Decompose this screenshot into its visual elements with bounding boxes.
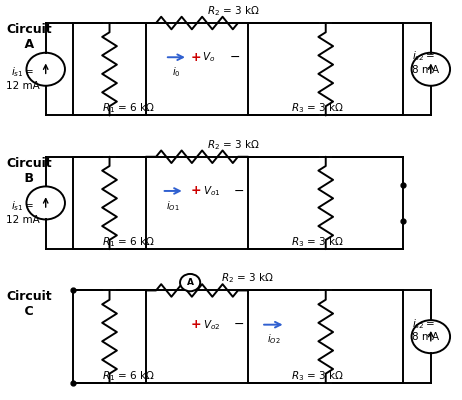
Text: Circuit
    B: Circuit B — [7, 157, 52, 185]
Text: $R_2$ = 3 k$\Omega$: $R_2$ = 3 k$\Omega$ — [207, 4, 260, 18]
Text: $i_{O2}$: $i_{O2}$ — [267, 332, 281, 346]
Circle shape — [180, 274, 200, 291]
Text: +: + — [190, 184, 201, 198]
Text: A: A — [187, 278, 194, 287]
Text: $R_2$ = 3 k$\Omega$: $R_2$ = 3 k$\Omega$ — [221, 271, 274, 284]
Text: $i_{s1}=$
12 mA: $i_{s1}=$ 12 mA — [6, 65, 40, 91]
Text: $R_1$ = 6 k$\Omega$: $R_1$ = 6 k$\Omega$ — [102, 369, 155, 383]
Text: −: − — [230, 51, 240, 64]
Text: $V_{o2}$: $V_{o2}$ — [203, 318, 220, 332]
Text: $R_1$ = 6 k$\Omega$: $R_1$ = 6 k$\Omega$ — [102, 236, 155, 249]
Text: $R_3$ = 3 k$\Omega$: $R_3$ = 3 k$\Omega$ — [291, 236, 344, 249]
Text: $i_{s1}=$
12 mA: $i_{s1}=$ 12 mA — [6, 199, 40, 224]
Text: $R_3$ = 3 k$\Omega$: $R_3$ = 3 k$\Omega$ — [291, 102, 344, 116]
Text: Circuit
    C: Circuit C — [7, 290, 52, 318]
Text: −: − — [233, 184, 244, 198]
Text: $i_{s2}=$
8 mA: $i_{s2}=$ 8 mA — [413, 317, 440, 342]
Text: $V_o$: $V_o$ — [202, 50, 216, 64]
Text: Circuit
    A: Circuit A — [7, 23, 52, 51]
Text: $i_{s2}=$
8 mA: $i_{s2}=$ 8 mA — [413, 50, 440, 75]
Text: −: − — [233, 318, 244, 331]
Text: $R_2$ = 3 k$\Omega$: $R_2$ = 3 k$\Omega$ — [207, 138, 260, 152]
Text: $V_{o1}$: $V_{o1}$ — [203, 184, 220, 198]
Text: $i_{O1}$: $i_{O1}$ — [166, 199, 180, 213]
Text: +: + — [190, 318, 201, 331]
Text: +: + — [191, 51, 201, 64]
Text: $R_1$ = 6 k$\Omega$: $R_1$ = 6 k$\Omega$ — [102, 102, 155, 116]
Text: $R_3$ = 3 k$\Omega$: $R_3$ = 3 k$\Omega$ — [291, 369, 344, 383]
Text: $i_0$: $i_0$ — [172, 65, 180, 79]
